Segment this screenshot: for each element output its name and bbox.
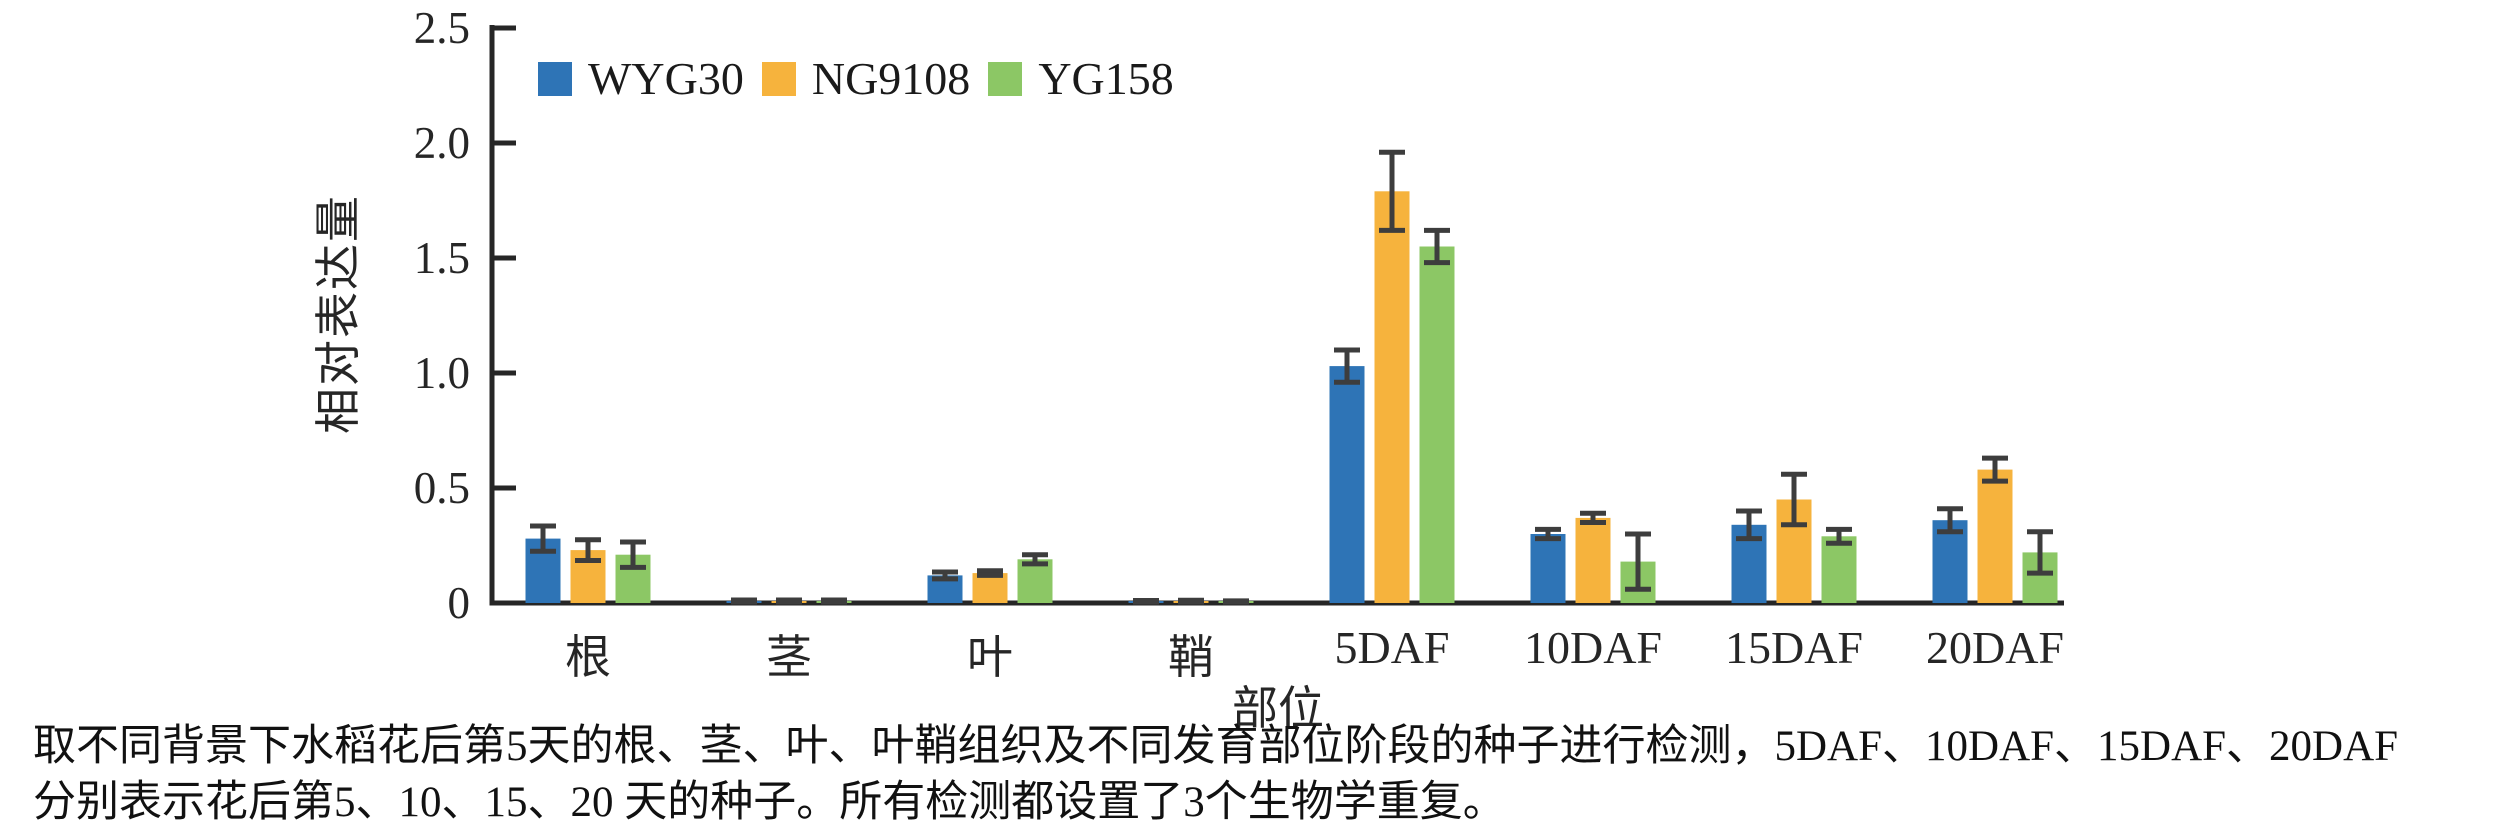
y-tick-label: 1.0 [413, 348, 470, 398]
bar-NG9108-3 [972, 573, 1008, 603]
bar-NG9108-8 [1977, 469, 2013, 603]
bar-YG158-5 [1419, 246, 1455, 603]
y-axis-title: 相对表达量 [313, 194, 364, 434]
y-tick-label: 1.5 [413, 233, 470, 283]
legend-item-WYG30: WYG30 [538, 52, 744, 105]
legend-swatch [538, 61, 572, 96]
x-category-label: 鞘 [1168, 632, 1214, 683]
x-category-label: 叶 [967, 632, 1013, 683]
chart-legend: WYG30 NG9108 YG158 [538, 52, 1174, 105]
x-category-label: 5DAF [1334, 622, 1450, 673]
bar-NG9108-5 [1374, 191, 1410, 604]
bar-chart-canvas [489, 25, 2064, 606]
x-category-label: 15DAF [1724, 622, 1864, 673]
bar-NG9108-6 [1575, 517, 1611, 603]
legend-item-NG9108: NG9108 [761, 52, 971, 105]
bar-YG158-3 [1017, 559, 1053, 603]
legend-label: YG158 [1038, 53, 1174, 104]
bar-WYG30-6 [1530, 534, 1566, 603]
legend-swatch [761, 61, 796, 96]
caption-line-2: 分别表示花后第5、10、15、20 天的种子。所有检测都设置了3个生物学重复。 [33, 779, 1506, 826]
bar-WYG30-5 [1329, 366, 1365, 603]
x-category-label: 根 [565, 632, 611, 683]
legend-item-YG158: YG158 [988, 52, 1174, 105]
y-tick-label: 2.0 [413, 118, 470, 168]
axis-lines [489, 25, 2064, 606]
y-tick-label: 0 [447, 578, 471, 628]
x-axis-title: 部位 [1232, 683, 1324, 734]
y-tick-label: 2.5 [413, 3, 470, 53]
caption-line-1: 取不同背景下水稻花后第5天的根、茎、叶、叶鞘组织及不同发育部位阶段的种子进行检测… [33, 723, 2399, 770]
x-category-label: 茎 [766, 632, 812, 683]
x-category-label: 20DAF [1925, 622, 2065, 673]
y-tick-label: 0.5 [413, 463, 470, 513]
bar-YG158-7 [1821, 536, 1857, 603]
legend-label: WYG30 [588, 53, 744, 104]
legend-label: NG9108 [811, 53, 971, 104]
legend-swatch [988, 61, 1023, 96]
x-category-label: 10DAF [1523, 622, 1663, 673]
